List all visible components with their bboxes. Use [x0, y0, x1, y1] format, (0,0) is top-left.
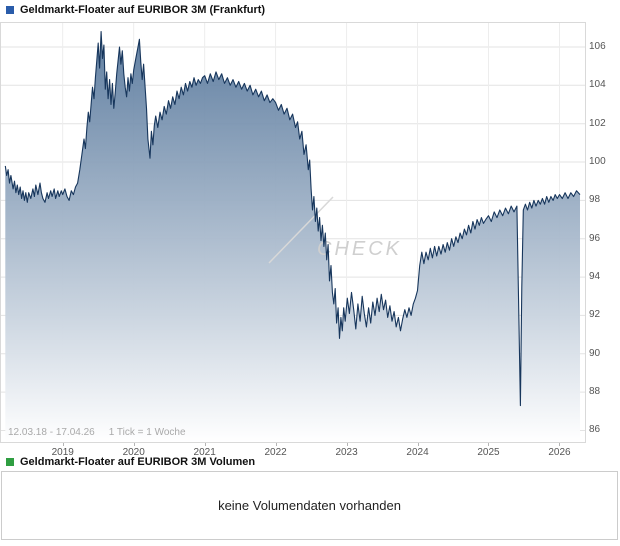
y-tick-label: 86 — [589, 424, 601, 436]
price-plot[interactable]: CHECK — [0, 22, 586, 443]
no-volume-data-message: keine Volumendaten vorhanden — [218, 498, 401, 513]
volume-chart-title: Geldmarkt-Floater auf EURIBOR 3M Volumen — [20, 456, 256, 468]
x-tick-label: 2021 — [190, 443, 220, 458]
x-tick-label: 2025 — [473, 443, 503, 458]
x-axis-labels: 2019 2020 2021 2022 2023 2024 2025 2026 — [0, 443, 586, 459]
volume-panel: keine Volumendaten vorhanden — [1, 471, 618, 540]
price-panel-header: Geldmarkt-Floater auf EURIBOR 3M (Frankf… — [6, 4, 265, 16]
y-tick-label: 96 — [589, 232, 601, 244]
volume-panel-header: Geldmarkt-Floater auf EURIBOR 3M Volumen — [6, 456, 255, 468]
y-tick-label: 106 — [589, 40, 606, 52]
y-tick-label: 102 — [589, 117, 606, 129]
y-tick-label: 90 — [589, 347, 601, 359]
y-tick-label: 88 — [589, 386, 601, 398]
y-tick-label: 94 — [589, 271, 601, 283]
watermark-text: CHECK — [317, 238, 402, 260]
tick-note-label: 1 Tick = 1 Woche — [108, 427, 186, 438]
y-tick-label: 98 — [589, 194, 601, 206]
volume-series-marker-icon — [6, 458, 14, 466]
x-tick-label: 2020 — [119, 443, 149, 458]
y-tick-label: 92 — [589, 309, 601, 321]
price-series-marker-icon — [6, 6, 14, 14]
price-chart-svg[interactable]: CHECK — [1, 23, 585, 442]
price-chart-title: Geldmarkt-Floater auf EURIBOR 3M (Frankf… — [20, 4, 266, 16]
y-axis-labels: 86 88 90 92 94 96 98 100 102 104 106 — [589, 0, 619, 443]
watermark-swoosh-icon — [268, 196, 334, 264]
chart-range-info: 12.03.18 - 17.04.26 1 Tick = 1 Woche — [8, 427, 186, 438]
x-tick-label: 2023 — [332, 443, 362, 458]
x-tick-label: 2022 — [261, 443, 291, 458]
x-tick-label: 2026 — [544, 443, 574, 458]
price-area-fill — [5, 31, 581, 442]
y-tick-label: 104 — [589, 79, 606, 91]
date-range-label: 12.03.18 - 17.04.26 — [8, 427, 95, 438]
x-tick-label: 2019 — [48, 443, 78, 458]
price-line — [4, 31, 581, 407]
y-tick-label: 100 — [589, 156, 606, 168]
x-tick-label: 2024 — [403, 443, 433, 458]
